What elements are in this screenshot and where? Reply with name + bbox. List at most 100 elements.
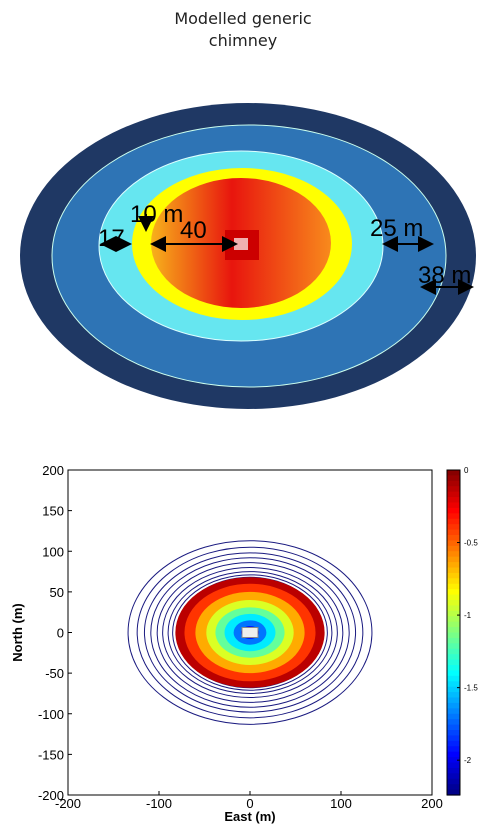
colorbar-band bbox=[447, 784, 460, 791]
colorbar-band bbox=[447, 773, 460, 780]
x-tick-label: 100 bbox=[330, 796, 352, 811]
chimney-marker bbox=[241, 627, 259, 638]
colorbar-band bbox=[447, 556, 460, 563]
contour-line bbox=[143, 552, 357, 713]
colorbar-band bbox=[447, 497, 460, 504]
contour-line bbox=[150, 557, 350, 708]
colorbar-band bbox=[447, 502, 460, 509]
colorbar-band bbox=[447, 778, 460, 785]
colorbar-band bbox=[447, 757, 460, 764]
chimney-diagram: 10 m 40 17 25 m 38 m bbox=[20, 103, 476, 409]
y-tick-label: -200 bbox=[38, 788, 64, 803]
colorbar-band bbox=[447, 697, 460, 704]
colorbar-band bbox=[447, 637, 460, 644]
contour-line bbox=[156, 562, 344, 703]
contour-line bbox=[167, 571, 333, 694]
colorbar-band bbox=[447, 665, 460, 672]
colorbar-tick-label: -0.5 bbox=[464, 539, 478, 548]
x-axis-label: East (m) bbox=[224, 809, 275, 824]
chimney-top bbox=[234, 238, 248, 250]
colorbar-band bbox=[447, 702, 460, 709]
colorbar-band bbox=[447, 730, 460, 737]
contour-line bbox=[136, 546, 364, 719]
colorbar-band bbox=[447, 529, 460, 536]
colorbar-band bbox=[447, 681, 460, 688]
x-tick-label: 0 bbox=[246, 796, 253, 811]
colorbar-band bbox=[447, 670, 460, 677]
colorbar-band bbox=[447, 735, 460, 742]
colorbar-tick-label: 0 bbox=[464, 466, 469, 475]
colorbar-band bbox=[447, 789, 460, 796]
colorbar-band bbox=[447, 540, 460, 547]
y-tick-label: 50 bbox=[50, 585, 64, 600]
label: 38 m bbox=[418, 262, 471, 289]
colorbar-band bbox=[447, 535, 460, 542]
colorbar-band bbox=[447, 567, 460, 574]
colorbar-tick-label: -1 bbox=[464, 611, 472, 620]
colorbar-band bbox=[447, 572, 460, 579]
colorbar-band bbox=[447, 654, 460, 661]
x-tick-label: -100 bbox=[146, 796, 172, 811]
colorbar-band bbox=[447, 594, 460, 601]
colorbar-band bbox=[447, 740, 460, 747]
y-tick-label: -50 bbox=[45, 666, 64, 681]
colorbar-band bbox=[447, 746, 460, 753]
label: 17 bbox=[98, 225, 125, 252]
contour-line bbox=[127, 540, 373, 725]
y-tick-label: 150 bbox=[42, 504, 64, 519]
colorbar-band bbox=[447, 589, 460, 596]
label: 40 bbox=[180, 217, 207, 244]
colorbar-band bbox=[447, 621, 460, 628]
colorbar-band bbox=[447, 551, 460, 558]
colorbar-band bbox=[447, 708, 460, 715]
colorbar-band bbox=[447, 605, 460, 612]
contour-plot: -200 -100 0 100 200 200 150 100 50 0 -50 -100 -150 -2… bbox=[10, 463, 478, 824]
colorbar-band bbox=[447, 675, 460, 682]
colorbar-band bbox=[447, 578, 460, 585]
colorbar-band bbox=[447, 616, 460, 623]
colorbar-band bbox=[447, 686, 460, 693]
colorbar-band bbox=[447, 627, 460, 634]
colorbar-band bbox=[447, 767, 460, 774]
label: 25 m bbox=[370, 215, 423, 242]
contour-line bbox=[162, 567, 338, 698]
colorbar-band bbox=[447, 648, 460, 655]
colorbar-band bbox=[447, 583, 460, 590]
y-tick-label: -100 bbox=[38, 707, 64, 722]
x-tick-label: 200 bbox=[421, 796, 443, 811]
colorbar-band bbox=[447, 507, 460, 514]
colorbar-band bbox=[447, 480, 460, 487]
arrows bbox=[100, 214, 474, 295]
colorbar-band bbox=[447, 518, 460, 525]
diagram-title: Modelled generic chimney bbox=[174, 9, 312, 50]
colorbar-tick-label: -1.5 bbox=[464, 684, 478, 693]
colorbar-band bbox=[447, 486, 460, 493]
colorbar-frame bbox=[446, 469, 461, 796]
colorbar-band bbox=[447, 524, 460, 531]
colorbar-band bbox=[447, 632, 460, 639]
colorbar-tick-label: -2 bbox=[464, 756, 472, 765]
colorbar-band bbox=[447, 643, 460, 650]
colorbar-band bbox=[447, 513, 460, 520]
colorbar-band bbox=[447, 491, 460, 498]
colorbar-band bbox=[447, 751, 460, 758]
contour-line bbox=[172, 574, 328, 691]
label: 10 m bbox=[130, 201, 183, 228]
colorbar-band bbox=[447, 610, 460, 617]
y-axis-label: North (m) bbox=[10, 603, 25, 662]
colorbar-band bbox=[447, 545, 460, 552]
colorbar-band bbox=[447, 475, 460, 482]
colorbar-band bbox=[447, 762, 460, 769]
x-tick-label: -200 bbox=[55, 796, 81, 811]
colorbar-band bbox=[447, 724, 460, 731]
colorbar-band bbox=[447, 713, 460, 720]
y-tick-label: 0 bbox=[57, 626, 64, 641]
y-tick-label: 100 bbox=[42, 544, 64, 559]
colorbar-band bbox=[447, 692, 460, 699]
colorbar-band bbox=[447, 719, 460, 726]
colorbar-band bbox=[447, 562, 460, 569]
y-tick-label: -150 bbox=[38, 747, 64, 762]
y-tick-label: 200 bbox=[42, 463, 64, 478]
